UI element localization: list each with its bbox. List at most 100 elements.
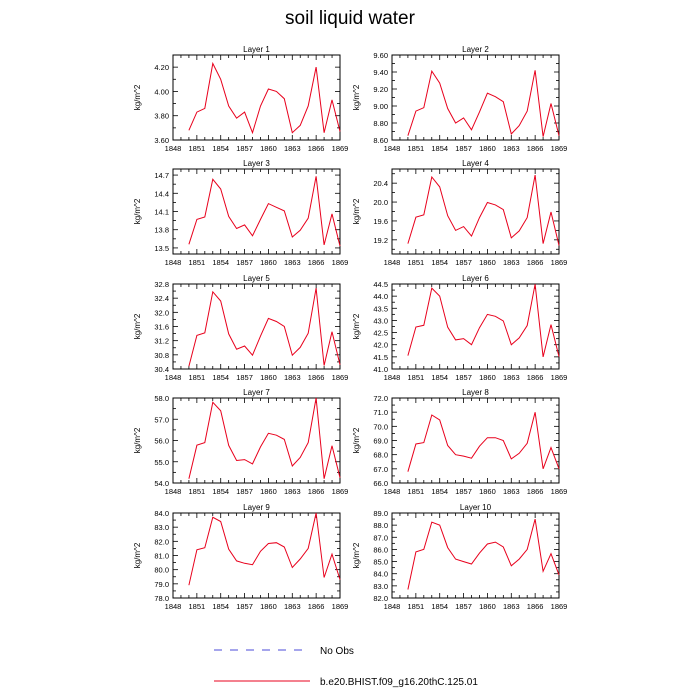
y-tick-label: 31.2	[154, 337, 169, 346]
y-tick-label: 30.8	[154, 351, 169, 360]
y-tick-label: 43.5	[373, 304, 388, 313]
y-tick-label: 42.0	[373, 341, 388, 350]
y-tick-label: 83.0	[154, 523, 169, 532]
chart-panel-5: Layer 5 kg/m^2 1848 1851 1854 1857 1860 1863 186…	[133, 274, 348, 382]
y-tick-label: 54.0	[154, 479, 169, 488]
y-tick-label: 43.0	[373, 316, 388, 325]
x-tick-label: 1863	[284, 258, 301, 267]
series-line	[188, 61, 341, 135]
y-tick-label: 13.8	[154, 226, 169, 235]
x-tick-label: 1860	[479, 258, 496, 267]
x-tick-label: 1869	[332, 373, 349, 382]
x-tick-label: 1854	[212, 144, 229, 153]
x-tick-label: 1869	[551, 602, 568, 611]
y-tick-label: 85.0	[373, 558, 388, 567]
x-tick-label: 1860	[479, 373, 496, 382]
y-tick-label: 4.00	[154, 87, 169, 96]
y-tick-label: 31.6	[154, 323, 169, 332]
panel-title: Layer 6	[462, 274, 489, 283]
x-tick-label: 1860	[260, 144, 277, 153]
panel-title: Layer 8	[462, 388, 489, 397]
x-tick-label: 1860	[479, 487, 496, 496]
chart-panel-2: Layer 2 kg/m^2 1848 1851 1854 1857 1860 1863 186…	[352, 45, 567, 153]
x-tick-label: 1866	[308, 602, 325, 611]
x-tick-label: 1851	[408, 144, 425, 153]
x-tick-label: 1863	[284, 487, 301, 496]
y-tick-label: 9.40	[373, 68, 388, 77]
x-tick-label: 1851	[189, 144, 206, 153]
y-tick-label: 30.4	[154, 365, 169, 374]
y-tick-label: 82.0	[154, 537, 169, 546]
figure-title: soil liquid water	[285, 8, 415, 29]
x-tick-label: 1854	[431, 258, 448, 267]
x-tick-label: 1851	[189, 602, 206, 611]
y-tick-label: 81.0	[154, 552, 169, 561]
x-tick-label: 1848	[165, 373, 182, 382]
y-tick-label: 70.0	[373, 422, 388, 431]
x-tick-label: 1860	[479, 602, 496, 611]
panel-title: Layer 3	[243, 159, 270, 168]
y-tick-label: 14.7	[154, 171, 169, 180]
y-tick-label: 82.0	[373, 594, 388, 603]
x-tick-label: 1869	[332, 602, 349, 611]
x-tick-label: 1854	[431, 144, 448, 153]
x-tick-label: 1866	[308, 258, 325, 267]
x-tick-label: 1854	[212, 258, 229, 267]
x-tick-label: 1869	[332, 144, 349, 153]
y-axis-label: kg/m^2	[133, 198, 142, 224]
x-tick-label: 1863	[503, 258, 520, 267]
y-tick-label: 9.20	[373, 85, 388, 94]
x-tick-label: 1854	[212, 487, 229, 496]
y-tick-label: 84.0	[154, 509, 169, 518]
x-tick-label: 1851	[408, 258, 425, 267]
x-tick-label: 1848	[165, 602, 182, 611]
x-tick-label: 1869	[551, 258, 568, 267]
x-tick-label: 1866	[527, 602, 544, 611]
panel-title: Layer 10	[460, 503, 492, 512]
x-tick-label: 1854	[212, 602, 229, 611]
y-tick-label: 3.80	[154, 112, 169, 121]
y-tick-label: 42.5	[373, 329, 388, 338]
x-tick-label: 1860	[479, 144, 496, 153]
x-tick-label: 1866	[527, 258, 544, 267]
x-tick-label: 1860	[260, 487, 277, 496]
y-tick-label: 20.0	[373, 198, 388, 207]
y-tick-label: 41.5	[373, 353, 388, 362]
y-axis-label: kg/m^2	[133, 84, 142, 110]
x-tick-label: 1857	[455, 144, 472, 153]
x-tick-label: 1857	[455, 487, 472, 496]
x-tick-label: 1854	[431, 373, 448, 382]
y-tick-label: 14.1	[154, 208, 169, 217]
x-tick-label: 1860	[260, 258, 277, 267]
x-tick-label: 1866	[527, 373, 544, 382]
y-tick-label: 80.0	[154, 566, 169, 575]
x-tick-label: 1863	[284, 373, 301, 382]
x-tick-label: 1866	[527, 144, 544, 153]
legend-model-label: b.e20.BHIST.f09_g16.20thC.125.01	[320, 677, 478, 688]
x-tick-label: 1869	[551, 373, 568, 382]
y-tick-label: 86.0	[373, 545, 388, 554]
x-tick-label: 1857	[236, 373, 253, 382]
y-axis-label: kg/m^2	[352, 84, 361, 110]
panel-title: Layer 2	[462, 45, 489, 54]
chart-panel-9: Layer 9 kg/m^2 1848 1851 1854 1857 1860 1863 186…	[133, 503, 348, 611]
y-tick-label: 89.0	[373, 509, 388, 518]
y-tick-label: 19.6	[373, 217, 388, 226]
series-line	[407, 284, 560, 358]
y-axis-label: kg/m^2	[352, 427, 361, 453]
chart-panel-6: Layer 6 kg/m^2 1848 1851 1854 1857 1860 1863 186…	[352, 274, 567, 382]
y-tick-label: 87.0	[373, 533, 388, 542]
x-tick-label: 1851	[189, 487, 206, 496]
chart-panel-1: Layer 1 kg/m^2 1848 1851 1854 1857 1860 1863 186…	[133, 45, 348, 153]
y-tick-label: 9.60	[373, 51, 388, 60]
x-tick-label: 1869	[332, 487, 349, 496]
x-tick-label: 1866	[308, 487, 325, 496]
y-axis-label: kg/m^2	[352, 198, 361, 224]
y-tick-label: 4.20	[154, 63, 169, 72]
series-line	[188, 176, 341, 247]
legend-obs-label: No Obs	[320, 646, 354, 657]
chart-panel-3: Layer 3 kg/m^2 1848 1851 1854 1857 1860 1863 186…	[133, 159, 348, 267]
x-tick-label: 1869	[551, 487, 568, 496]
